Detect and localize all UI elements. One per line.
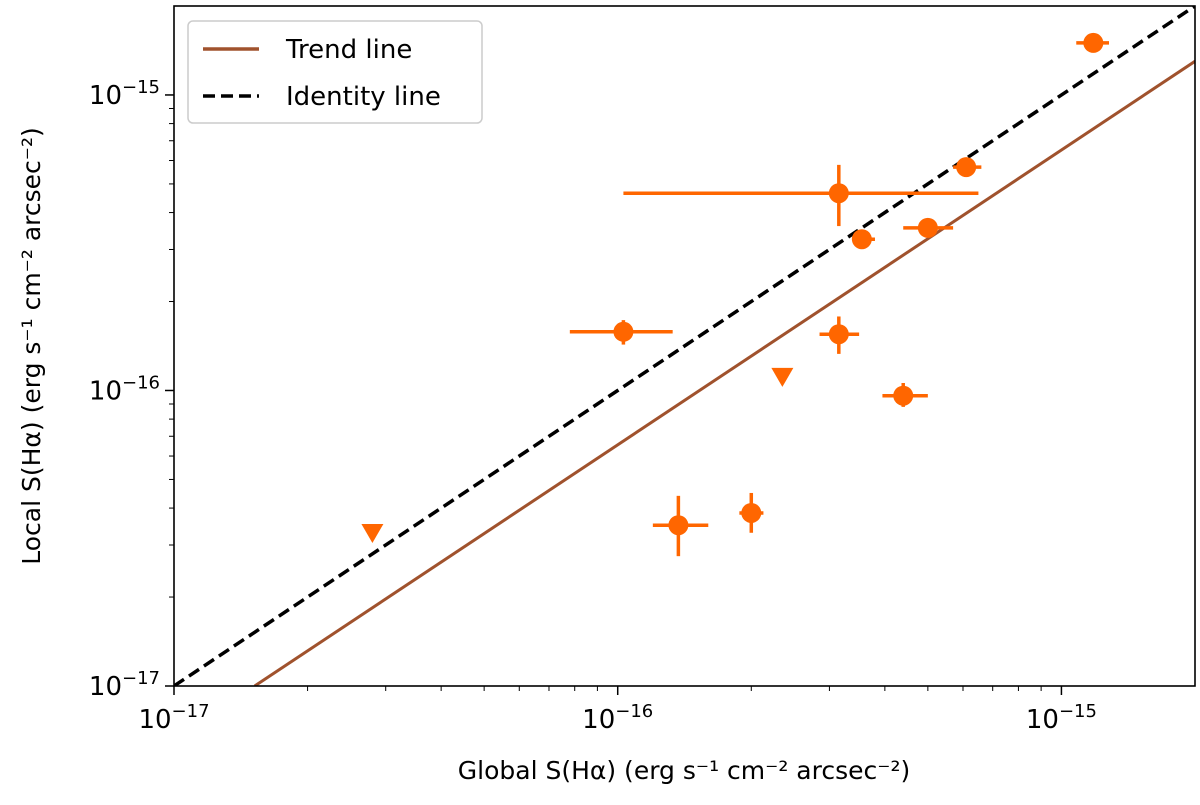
- ticks-layer: 10−17 10−16 10−15 10−17 10−16 10−15: [89, 77, 1097, 735]
- x-tick-label-2: 10−15: [1026, 701, 1097, 735]
- point-marker: [828, 324, 849, 345]
- data-point-4: [851, 229, 875, 250]
- data-point-5: [569, 320, 673, 345]
- identity-line: [174, 6, 1195, 686]
- trend-line: [253, 60, 1195, 686]
- y-tick-label-2: 10−15: [89, 77, 160, 111]
- y-tick-label-1: 10−16: [89, 372, 160, 406]
- x-tick-label-1: 10−16: [582, 701, 653, 735]
- point-marker: [893, 385, 914, 406]
- point-marker: [1083, 32, 1104, 53]
- point-marker: [828, 183, 849, 204]
- point-marker: [613, 321, 634, 342]
- point-marker: [851, 229, 872, 250]
- data-point-8: [652, 495, 709, 557]
- data-point-9: [739, 492, 764, 533]
- point-marker: [668, 515, 689, 536]
- data-point-1: [953, 157, 982, 178]
- point-marker: [956, 157, 977, 178]
- data-point-0: [1076, 32, 1109, 53]
- upper-limit-marker-0: [771, 367, 794, 387]
- x-tick-label-0: 10−17: [138, 701, 209, 735]
- upper-limit-marker-1: [361, 523, 384, 543]
- y-axis-label: Local S(Hα) (erg s⁻¹ cm⁻² arcsec⁻²): [17, 127, 46, 565]
- legend-box: [187, 20, 483, 124]
- legend-trend-label: Trend line: [285, 35, 412, 65]
- y-tick-label-0: 10−17: [89, 668, 160, 702]
- legend: Trend line Identity line: [187, 20, 483, 124]
- point-marker: [741, 502, 762, 523]
- data-point-7: [882, 383, 928, 407]
- data-point-3: [903, 217, 954, 238]
- data-point-2: [623, 164, 979, 227]
- data-point-6: [819, 316, 860, 354]
- x-axis-label: Global S(Hα) (erg s⁻¹ cm⁻² arcsec⁻²): [458, 756, 910, 785]
- plot-frame: [173, 5, 1196, 687]
- point-marker: [917, 217, 938, 238]
- series-layer: [174, 6, 1195, 686]
- legend-identity-label: Identity line: [286, 82, 441, 112]
